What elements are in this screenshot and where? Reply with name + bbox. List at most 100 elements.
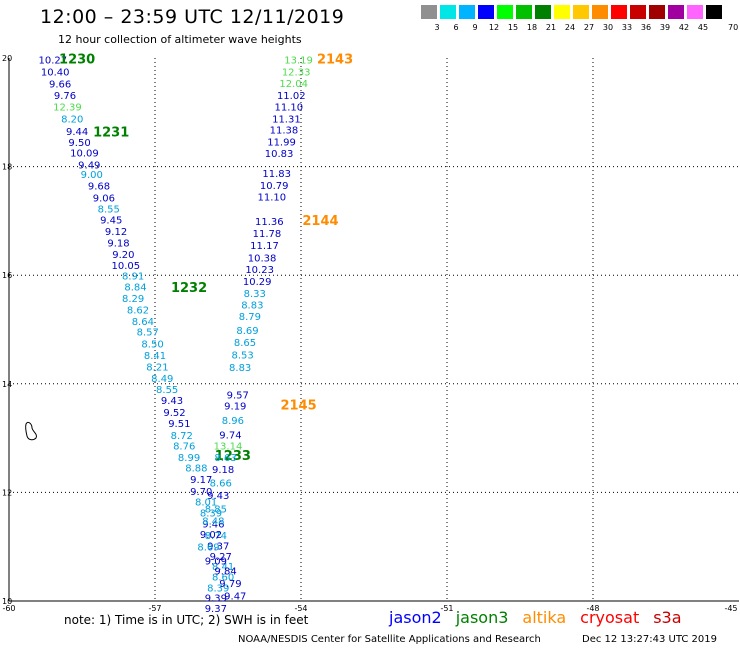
legend-swatch [706, 5, 722, 19]
swh-value: 9.06 [93, 194, 115, 205]
swh-value: 10.27 [38, 56, 67, 67]
pass-time-label: 2143 [317, 53, 353, 68]
lon-tick-label: -54 [294, 604, 307, 613]
swh-value: 8.83 [241, 301, 263, 312]
swh-value: 9.47 [224, 592, 246, 603]
pass-time-label: 2145 [280, 399, 316, 414]
swh-value: 8.21 [146, 362, 168, 373]
satellite-legend-item: jason2 [389, 608, 442, 627]
swh-value: 8.55 [98, 204, 120, 215]
swh-value: 11.38 [270, 126, 299, 137]
lon-tick-label: -51 [440, 604, 453, 613]
swh-value: 9.76 [54, 91, 76, 102]
legend-swatch [668, 5, 684, 19]
satellite-pass: 13.1912.3312.0411.0211.1011.3111.3811.99… [197, 53, 353, 603]
swh-value: 8.49 [151, 374, 173, 385]
lon-tick-label: -48 [586, 604, 599, 613]
swh-value: 9.74 [219, 430, 241, 441]
legend-bin-label: 30 [602, 23, 614, 32]
legend-swatch [478, 5, 494, 19]
swh-value: 11.78 [253, 229, 282, 240]
swh-value: 8.91 [122, 272, 144, 283]
swh-value: 10.79 [260, 181, 289, 192]
swh-value: 8.48 [202, 517, 224, 528]
swh-value: 9.37 [205, 604, 227, 615]
swh-value: 8.41 [144, 351, 166, 362]
swh-value: 10.23 [245, 265, 274, 276]
swh-value: 9.43 [161, 396, 183, 407]
swh-value: 8.69 [236, 326, 258, 337]
swh-value: 13.14 [214, 442, 243, 453]
swh-value: 9.20 [112, 250, 134, 261]
swh-value: 8.33 [244, 289, 266, 300]
swh-value: 8.84 [124, 283, 146, 294]
swh-value: 8.20 [61, 114, 83, 125]
swh-value: 8.62 [127, 305, 149, 316]
lat-tick-label: 14 [2, 380, 12, 389]
swh-value: 8.55 [156, 385, 178, 396]
swh-value: 8.64 [132, 317, 154, 328]
swh-value: 9.18 [107, 239, 129, 250]
pass-time-label: 1231 [93, 125, 129, 140]
legend-bin-label: 12 [488, 23, 500, 32]
legend-bin-label: 21 [545, 23, 557, 32]
swh-value: 10.09 [70, 148, 99, 159]
legend-swatch [630, 5, 646, 19]
lon-tick-label: -60 [2, 604, 15, 613]
swh-value: 9.09 [205, 556, 227, 567]
swh-value: 12.39 [53, 102, 82, 113]
swh-value: 8.65 [234, 338, 256, 349]
legend-bin-label: 6 [453, 23, 459, 32]
swh-value: 9.18 [212, 465, 234, 476]
swh-value: 8.83 [229, 363, 251, 374]
swh-value: 9.39 [205, 594, 227, 605]
swh-value: 8.29 [122, 294, 144, 305]
legend-bin-label: 42 [678, 23, 690, 32]
swh-value: 8.60 [212, 573, 234, 584]
swh-value: 12.33 [282, 68, 311, 79]
map-grid: -60 -57 -54 -51 -48 -45 20 18 16 14 12 10 [2, 54, 739, 613]
swh-value: 8.50 [141, 340, 163, 351]
legend-swatch [687, 5, 703, 19]
swh-value: 8.79 [239, 312, 261, 323]
legend-swatch [497, 5, 513, 19]
satellite-legend: jason2 jason3 altika cryosat s3a [389, 608, 696, 627]
legend-bin-label: 3 [434, 23, 440, 32]
legend-bin-label: 33 [621, 23, 633, 32]
satellite-legend-item: jason3 [455, 608, 509, 627]
swh-value: 8.99 [178, 453, 200, 464]
legend-swatch [421, 5, 437, 19]
swh-value: 9.37 [207, 542, 229, 553]
pass-time-label: 2144 [302, 214, 338, 229]
swh-value: 9.52 [163, 408, 185, 419]
legend-bin-label: 24 [564, 23, 576, 32]
legend-bin-label: 27 [583, 23, 595, 32]
pass-time-label: 1230 [59, 53, 95, 68]
legend-swatch [535, 5, 551, 19]
credit-line: NOAA/NESDIS Center for Satellite Applica… [238, 634, 541, 645]
swh-value: 10.83 [265, 149, 294, 160]
swh-value: 8.63 [214, 453, 236, 464]
swh-value: 10.40 [41, 68, 70, 79]
swh-value: 11.99 [267, 138, 296, 149]
swh-value: 10.05 [111, 261, 140, 272]
lat-tick-label: 12 [2, 488, 12, 497]
swh-value: 11.10 [275, 102, 304, 113]
legend-swatch [516, 5, 532, 19]
legend-swatch [459, 5, 475, 19]
swh-value: 12.04 [279, 79, 308, 90]
swh-value: 8.57 [137, 328, 159, 339]
swh-value: 8.74 [205, 531, 227, 542]
swh-value: 13.19 [284, 56, 313, 67]
legend-unit: 70 (ft) [728, 23, 740, 32]
swh-value: 9.43 [207, 491, 229, 502]
swh-value: 9.19 [224, 402, 246, 413]
island-outline [25, 421, 37, 441]
legend-swatch [649, 5, 665, 19]
swh-value: 8.41 [212, 562, 234, 573]
pass-time-label: 1233 [215, 449, 251, 464]
swh-value: 11.02 [277, 91, 306, 102]
lat-tick-label: 18 [2, 163, 12, 172]
